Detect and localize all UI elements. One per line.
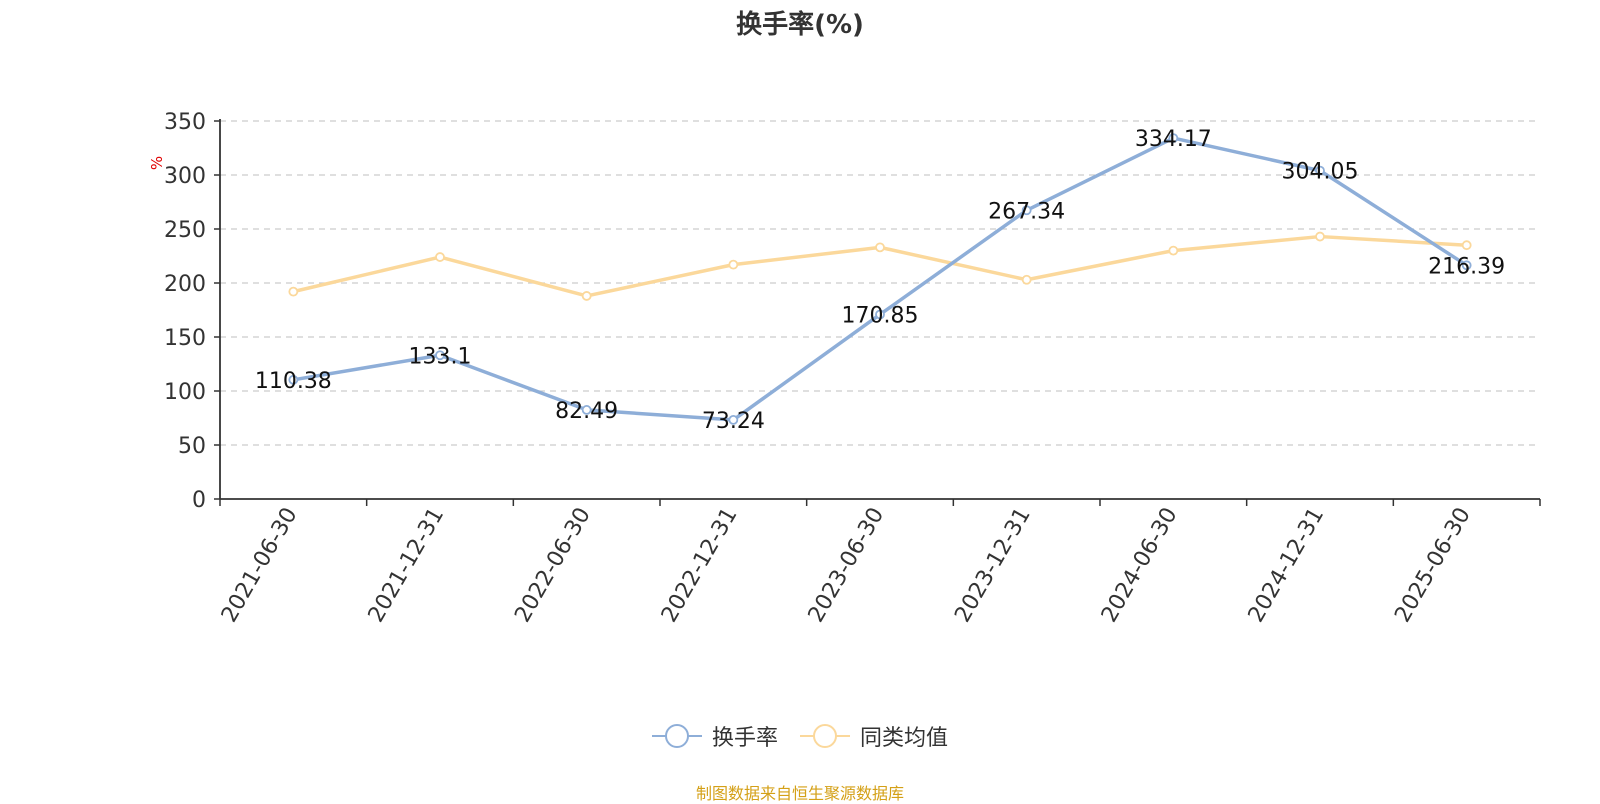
data-label: 82.49 bbox=[555, 399, 618, 424]
y-tick-label: 250 bbox=[164, 218, 206, 243]
x-tick-label: 2023-12-31 bbox=[950, 504, 1036, 627]
data-point-peer-average bbox=[581, 291, 592, 301]
data-point-turnover bbox=[1168, 133, 1179, 143]
data-label: 334.17 bbox=[1135, 127, 1212, 152]
data-point-turnover bbox=[1021, 205, 1032, 216]
legend-label-turnover: 换手率 bbox=[711, 726, 778, 751]
chart-title: 换手率(%) bbox=[736, 10, 864, 40]
y-tick-label: 350 bbox=[164, 110, 206, 135]
y-tick-label: 300 bbox=[164, 164, 206, 189]
data-label: 110.38 bbox=[255, 369, 332, 394]
data-point-peer-average bbox=[1461, 240, 1472, 251]
data-point-turnover bbox=[288, 374, 299, 385]
data-point-peer-average bbox=[1021, 274, 1032, 285]
data-point-turnover bbox=[435, 350, 445, 361]
data-label: 267.34 bbox=[988, 199, 1065, 224]
legend-item-peer-average[interactable]: 同类均值 bbox=[800, 720, 948, 752]
legend-swatch-peer-average bbox=[800, 724, 850, 748]
data-point-turnover bbox=[581, 405, 592, 415]
data-point-peer-average bbox=[288, 286, 299, 297]
data-point-turnover bbox=[728, 415, 739, 425]
data-label: 216.39 bbox=[1428, 254, 1505, 279]
y-tick-label: 200 bbox=[164, 272, 206, 297]
y-axis-label: % bbox=[148, 156, 166, 170]
legend-label-peer-average: 同类均值 bbox=[860, 726, 949, 751]
data-point-turnover bbox=[875, 309, 885, 320]
data-point-peer-average bbox=[875, 242, 885, 253]
x-tick-label: 2021-06-30 bbox=[217, 504, 303, 627]
legend-item-turnover[interactable]: 换手率 bbox=[651, 720, 778, 752]
data-label: 170.85 bbox=[842, 303, 919, 328]
y-tick-label: 100 bbox=[164, 380, 206, 405]
x-tick-label: 2023-06-30 bbox=[804, 504, 890, 627]
x-tick-label: 2022-06-30 bbox=[510, 504, 596, 627]
data-label: 133.1 bbox=[409, 344, 472, 369]
data-point-peer-average bbox=[1168, 245, 1179, 256]
y-tick-label: 150 bbox=[164, 326, 206, 351]
legend-swatch-turnover bbox=[651, 724, 702, 748]
data-label: 304.05 bbox=[1282, 160, 1359, 185]
data-point-peer-average bbox=[728, 259, 739, 270]
data-label: 73.24 bbox=[702, 409, 765, 434]
x-tick-label: 2022-12-31 bbox=[657, 504, 743, 627]
data-point-turnover bbox=[1461, 260, 1472, 271]
y-tick-label: 0 bbox=[192, 488, 206, 513]
source-note: 制图数据来自恒生聚源数据库 bbox=[695, 784, 904, 803]
data-point-turnover bbox=[1315, 165, 1325, 176]
legend: 换手率 同类均值 bbox=[0, 720, 1600, 752]
data-point-peer-average bbox=[1315, 231, 1325, 242]
x-tick-label: 2024-12-31 bbox=[1244, 504, 1330, 627]
y-tick-label: 50 bbox=[178, 434, 206, 459]
x-tick-label: 2021-12-31 bbox=[364, 504, 450, 627]
data-point-peer-average bbox=[435, 252, 445, 262]
x-tick-label: 2024-06-30 bbox=[1097, 504, 1183, 627]
x-tick-label: 2025-06-30 bbox=[1390, 504, 1476, 627]
